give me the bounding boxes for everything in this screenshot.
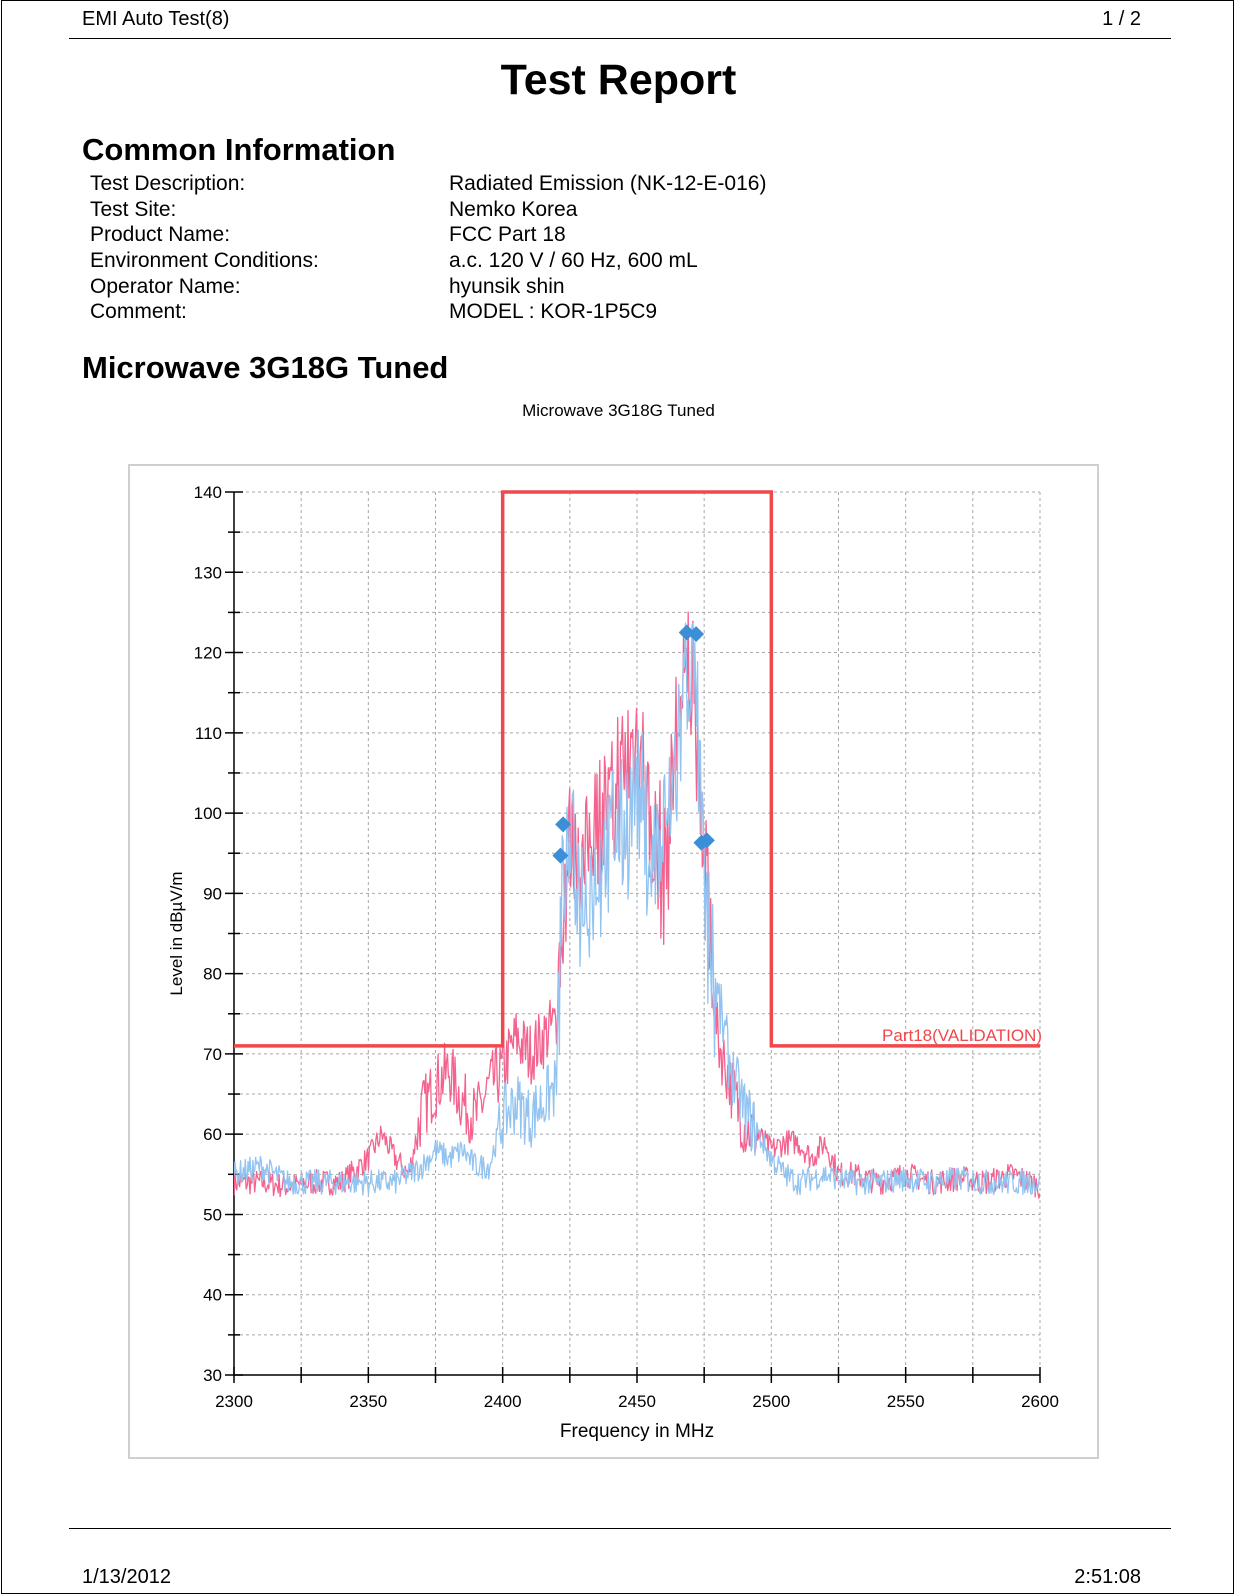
- info-row: Comment: MODEL : KOR-1P5C9: [90, 299, 766, 325]
- header-app-title: EMI Auto Test(8): [82, 8, 230, 30]
- y-tick-label: 80: [203, 965, 222, 984]
- y-tick-label: 120: [194, 644, 222, 663]
- info-key: Test Site:: [90, 197, 177, 221]
- info-row: Product Name: FCC Part 18: [90, 222, 766, 248]
- series-blue-trace: [234, 622, 1040, 1196]
- peak-marker: [688, 626, 705, 643]
- common-info-table: Test Description: Radiated Emission (NK-1…: [90, 171, 766, 325]
- info-value: MODEL : KOR-1P5C9: [449, 300, 658, 324]
- y-tick-label: 30: [203, 1366, 222, 1385]
- y-tick-label: 130: [194, 563, 222, 582]
- info-key: Comment:: [90, 300, 187, 324]
- emission-chart: 30 40 50 60 70 80 90 100 110 120 130 140 2300 2350 240…: [167, 483, 1059, 1442]
- footer-time: 2:51:08: [1074, 1566, 1141, 1588]
- info-key: Test Description:: [90, 172, 246, 195]
- x-tick-label: 2300: [215, 1392, 253, 1411]
- header-rule: [69, 38, 1171, 39]
- y-tick-label: 60: [203, 1125, 222, 1144]
- x-tick-label: 2500: [752, 1392, 790, 1411]
- x-tick-label: 2550: [887, 1392, 925, 1411]
- y-tick-label: 100: [194, 804, 222, 823]
- x-tick-label: 2350: [349, 1392, 387, 1411]
- y-axis-label: Level in dBµV/m: [167, 871, 186, 995]
- chart-title: Microwave 3G18G Tuned: [522, 401, 715, 420]
- x-tick-label: 2600: [1021, 1392, 1059, 1411]
- peak-marker: [555, 816, 572, 833]
- grid-lines: [234, 491, 1041, 1375]
- y-tick-label: 50: [203, 1205, 222, 1224]
- info-value: Nemko Korea: [449, 197, 578, 221]
- y-tick-label: 110: [195, 724, 222, 743]
- y-tick-label: 70: [203, 1045, 222, 1064]
- info-value: hyunsik shin: [449, 274, 565, 298]
- info-row: Operator Name: hyunsik shin: [90, 274, 766, 300]
- y-tick-label: 140: [194, 483, 222, 502]
- limit-line-label: Part18(VALIDATION): [882, 1026, 1042, 1045]
- header-page-number: 1 / 2: [1102, 8, 1141, 30]
- series-pink-trace: [234, 611, 1040, 1199]
- info-key: Product Name:: [90, 223, 231, 247]
- report-title: Test Report: [500, 56, 737, 104]
- peak-marker: [678, 624, 695, 641]
- peak-marker: [552, 847, 569, 864]
- info-value: Radiated Emission (NK-12-E-016): [449, 172, 767, 195]
- footer-date: 1/13/2012: [82, 1566, 171, 1588]
- info-key: Operator Name:: [90, 274, 241, 298]
- traces: [234, 611, 1040, 1199]
- y-tick-label: 40: [203, 1286, 222, 1305]
- chart-container: 30 40 50 60 70 80 90 100 110 120 130 140 2300 2350 240…: [128, 464, 1099, 1459]
- peak-marker: [698, 832, 715, 849]
- section-heading: Microwave 3G18G Tuned: [82, 350, 449, 385]
- info-value: a.c. 120 V / 60 Hz, 600 mL: [449, 249, 698, 273]
- x-axis-label: Frequency in MHz: [560, 1421, 714, 1442]
- info-value: FCC Part 18: [449, 223, 566, 247]
- info-row: Test Description: Radiated Emission (NK-1…: [90, 171, 766, 197]
- x-tick-label: 2450: [618, 1392, 656, 1411]
- info-row: Test Site: Nemko Korea: [90, 197, 766, 223]
- info-row: Environment Conditions: a.c. 120 V / 60 H…: [90, 248, 766, 274]
- common-info-heading: Common Information: [82, 132, 396, 167]
- x-tick-label: 2400: [484, 1392, 522, 1411]
- limit-line: [234, 490, 1040, 1048]
- footer-rule: [69, 1528, 1171, 1529]
- y-tick-label: 90: [203, 884, 222, 903]
- info-key: Environment Conditions:: [90, 249, 319, 273]
